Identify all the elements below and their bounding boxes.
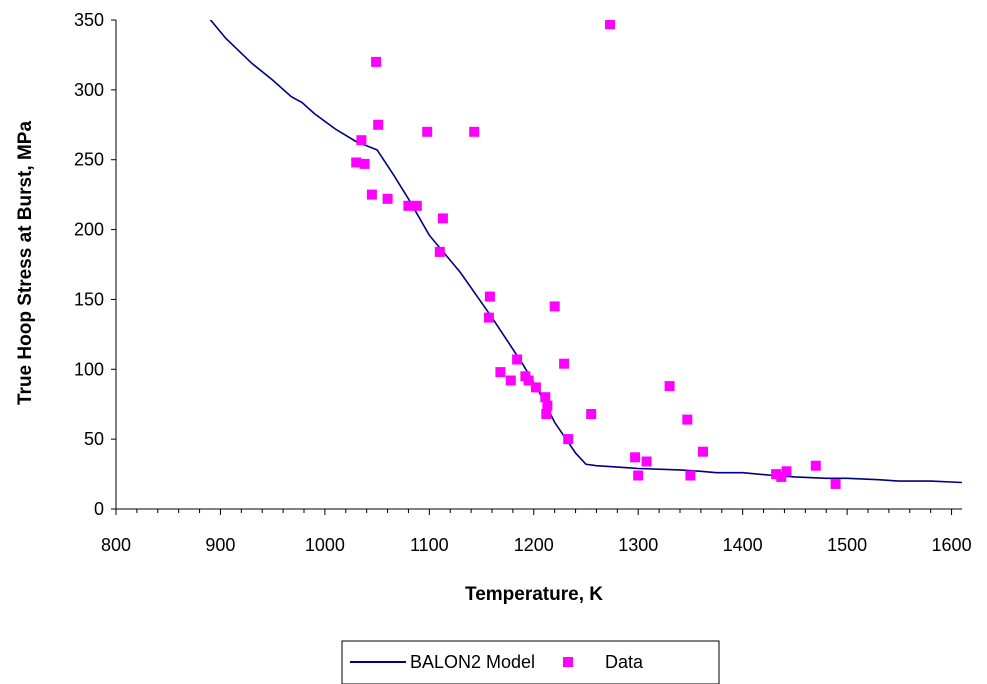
y-tick-label: 100 <box>74 359 104 379</box>
data-point <box>373 119 384 130</box>
x-tick-label: 800 <box>101 535 131 555</box>
legend-label-model: BALON2 Model <box>410 652 535 672</box>
data-point <box>698 446 708 457</box>
data-point <box>541 409 552 419</box>
x-tick-label: 900 <box>205 535 235 555</box>
series-line-balon2-model <box>209 20 962 484</box>
data-point <box>495 367 506 378</box>
x-tick-label: 1300 <box>618 535 658 555</box>
x-tick-label: 1500 <box>827 535 867 555</box>
x-tick-label: 1100 <box>410 535 449 555</box>
data-point <box>830 478 841 489</box>
data-point <box>434 246 445 257</box>
data-point <box>685 470 696 481</box>
y-axis-title: True Hoop Stress at Burst, MPa <box>15 121 36 405</box>
data-point <box>771 469 782 480</box>
data-point <box>641 456 652 467</box>
x-tick-label: 1200 <box>514 535 554 555</box>
data-point <box>810 460 821 471</box>
y-tick-label: 250 <box>74 150 104 170</box>
x-tick-label: 1000 <box>305 535 345 555</box>
y-tick-label: 150 <box>74 289 104 309</box>
legend-label-data: Data <box>605 652 644 672</box>
data-point <box>403 200 414 211</box>
data-point <box>359 158 370 169</box>
data-point <box>356 135 367 146</box>
data-point <box>776 471 787 482</box>
data-point <box>559 358 570 369</box>
data-point <box>437 213 448 224</box>
data-point <box>523 375 534 386</box>
data-point <box>540 392 551 403</box>
data-point <box>371 56 382 67</box>
x-tick-label: 1600 <box>932 535 972 555</box>
data-point <box>563 434 574 445</box>
data-point <box>530 382 541 393</box>
y-tick-label: 50 <box>84 429 104 449</box>
data-point <box>542 400 553 411</box>
plot-area <box>209 20 962 489</box>
data-point <box>630 452 641 463</box>
data-point <box>382 193 393 204</box>
data-point <box>605 20 615 30</box>
data-point <box>484 291 495 302</box>
data-point <box>366 189 377 200</box>
y-tick-label: 300 <box>74 80 104 100</box>
data-point <box>682 414 693 425</box>
data-point <box>505 375 516 386</box>
data-point <box>781 466 792 477</box>
x-tick-label: 1400 <box>723 535 763 555</box>
y-tick-label: 0 <box>94 499 104 519</box>
legend-marker-swatch <box>563 657 573 667</box>
y-tick-label: 350 <box>74 10 104 30</box>
x-axis-title: Temperature, K <box>465 584 603 605</box>
y-tick-label: 200 <box>74 220 104 240</box>
axes <box>111 19 962 515</box>
legend: BALON2 Model Data <box>341 640 720 684</box>
data-point <box>351 157 362 168</box>
data-point <box>512 354 523 365</box>
data-point <box>422 126 433 137</box>
data-point <box>586 409 597 419</box>
data-point <box>469 126 480 137</box>
data-point <box>411 200 422 211</box>
data-point <box>549 301 560 312</box>
data-point <box>664 381 675 392</box>
data-point <box>633 470 644 481</box>
data-point <box>483 312 494 323</box>
tick-labels: 0 50 100 150 200 250 300 350 800 900 1000 1100 1200 1… <box>74 10 972 555</box>
